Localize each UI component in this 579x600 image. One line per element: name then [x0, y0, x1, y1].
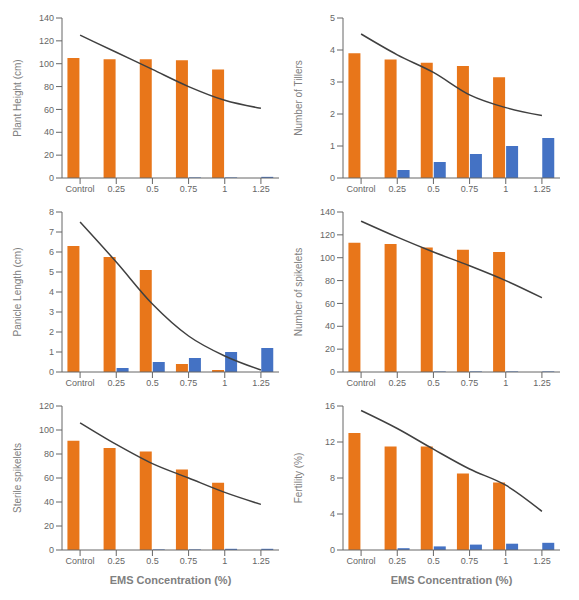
svg-text:1: 1: [49, 347, 54, 357]
svg-text:Number of Tillers: Number of Tillers: [293, 60, 304, 136]
svg-text:20: 20: [44, 150, 54, 160]
svg-text:140: 140: [320, 207, 335, 217]
svg-text:0.75: 0.75: [461, 184, 479, 194]
svg-text:6: 6: [49, 247, 54, 257]
svg-text:Control: Control: [347, 184, 376, 194]
svg-text:4: 4: [330, 509, 335, 519]
svg-text:0.25: 0.25: [388, 184, 406, 194]
svg-text:40: 40: [44, 127, 54, 137]
svg-text:0: 0: [330, 173, 335, 183]
svg-text:1.25: 1.25: [533, 184, 551, 194]
svg-text:1: 1: [222, 378, 227, 388]
svg-text:1: 1: [222, 184, 227, 194]
svg-text:0.25: 0.25: [388, 378, 406, 388]
svg-text:0.5: 0.5: [146, 184, 159, 194]
svg-text:Number of spikelets: Number of spikelets: [293, 248, 304, 336]
svg-text:4: 4: [330, 45, 335, 55]
svg-text:Control: Control: [66, 556, 95, 566]
svg-text:0.75: 0.75: [461, 378, 479, 388]
svg-text:1: 1: [503, 378, 508, 388]
svg-text:0.5: 0.5: [146, 378, 159, 388]
svg-text:8: 8: [330, 473, 335, 483]
svg-text:Panicle Length (cm): Panicle Length (cm): [12, 248, 23, 337]
svg-text:Control: Control: [347, 378, 376, 388]
svg-text:0.75: 0.75: [180, 378, 198, 388]
svg-text:80: 80: [325, 276, 335, 286]
svg-text:5: 5: [49, 267, 54, 277]
svg-text:Fertility (%): Fertility (%): [293, 453, 304, 504]
svg-text:0: 0: [49, 173, 54, 183]
svg-text:7: 7: [49, 227, 54, 237]
svg-text:0.5: 0.5: [427, 378, 440, 388]
svg-text:0: 0: [330, 545, 335, 555]
svg-text:8: 8: [49, 207, 54, 217]
svg-text:1: 1: [503, 184, 508, 194]
svg-text:20: 20: [44, 521, 54, 531]
svg-text:0.75: 0.75: [180, 184, 198, 194]
svg-text:3: 3: [49, 307, 54, 317]
svg-text:0.25: 0.25: [107, 184, 125, 194]
svg-text:4: 4: [49, 287, 54, 297]
svg-text:Control: Control: [347, 556, 376, 566]
svg-text:1: 1: [330, 141, 335, 151]
svg-text:Plant Height (cm): Plant Height (cm): [12, 59, 23, 136]
svg-text:0.5: 0.5: [427, 184, 440, 194]
svg-text:1.25: 1.25: [252, 184, 270, 194]
svg-text:100: 100: [320, 253, 335, 263]
svg-text:1: 1: [222, 556, 227, 566]
svg-text:0.75: 0.75: [180, 556, 198, 566]
svg-text:1.25: 1.25: [252, 556, 270, 566]
svg-text:20: 20: [325, 344, 335, 354]
svg-text:0: 0: [49, 545, 54, 555]
svg-text:Control: Control: [66, 184, 95, 194]
svg-text:120: 120: [39, 36, 54, 46]
svg-text:40: 40: [44, 497, 54, 507]
svg-text:0.75: 0.75: [461, 556, 479, 566]
svg-text:EMS Concentration (%): EMS Concentration (%): [391, 574, 513, 586]
svg-text:100: 100: [39, 425, 54, 435]
svg-text:EMS Concentration (%): EMS Concentration (%): [110, 574, 232, 586]
svg-text:2: 2: [49, 327, 54, 337]
svg-text:0.25: 0.25: [107, 378, 125, 388]
svg-text:120: 120: [39, 401, 54, 411]
svg-text:2: 2: [330, 109, 335, 119]
svg-text:140: 140: [39, 13, 54, 23]
svg-text:0.5: 0.5: [427, 556, 440, 566]
svg-text:80: 80: [44, 449, 54, 459]
svg-text:100: 100: [39, 59, 54, 69]
svg-text:60: 60: [44, 473, 54, 483]
svg-text:12: 12: [325, 437, 335, 447]
svg-text:1: 1: [503, 556, 508, 566]
svg-text:60: 60: [44, 105, 54, 115]
svg-text:60: 60: [325, 299, 335, 309]
svg-text:0.25: 0.25: [107, 556, 125, 566]
svg-text:80: 80: [44, 82, 54, 92]
svg-text:1.25: 1.25: [533, 378, 551, 388]
svg-text:40: 40: [325, 321, 335, 331]
svg-text:1.25: 1.25: [533, 556, 551, 566]
svg-text:0: 0: [49, 367, 54, 377]
svg-text:0: 0: [330, 367, 335, 377]
svg-text:3: 3: [330, 77, 335, 87]
svg-text:0.25: 0.25: [388, 556, 406, 566]
svg-text:Control: Control: [66, 378, 95, 388]
svg-text:5: 5: [330, 13, 335, 23]
svg-text:0.5: 0.5: [146, 556, 159, 566]
svg-text:Sterile spikelets: Sterile spikelets: [12, 443, 23, 513]
svg-text:16: 16: [325, 401, 335, 411]
svg-text:1.25: 1.25: [252, 378, 270, 388]
svg-text:120: 120: [320, 230, 335, 240]
